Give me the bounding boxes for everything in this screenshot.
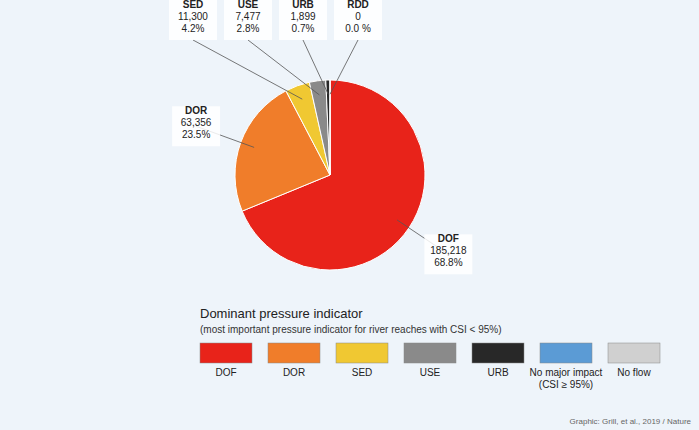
pie-slice — [309, 80, 330, 175]
label-background — [334, 0, 382, 40]
legend-label: USE — [420, 367, 441, 378]
slice-count: 185,218 — [430, 245, 467, 256]
slice-category: DOR — [185, 105, 208, 116]
slice-percentage: 0.0 % — [345, 23, 371, 34]
slice-label: SED11,3004.2% — [178, 0, 208, 34]
leader-line — [330, 40, 358, 94]
slice-percentage: 2.8% — [237, 23, 260, 34]
legend-label: URB — [487, 367, 508, 378]
legend-label: No major impact(CSI ≥ 95%) — [530, 367, 603, 390]
legend-label-line: DOR — [283, 367, 305, 378]
legend-label-line: URB — [487, 367, 508, 378]
slice-percentage: 23.5% — [182, 129, 210, 140]
label-background — [424, 234, 472, 274]
legend-label: DOF — [215, 367, 236, 378]
legend-label: DOR — [283, 367, 305, 378]
legend-label: No flow — [617, 367, 651, 378]
slice-count: 0 — [355, 11, 361, 22]
leader-line — [248, 40, 319, 95]
slice-label: RDD00.0 % — [345, 0, 371, 34]
legend-swatch — [608, 343, 660, 363]
slice-category: SED — [183, 0, 204, 10]
legend-label: SED — [352, 367, 373, 378]
chart: DOF185,21868.8%DOR63,35623.5%SED11,3004.… — [0, 0, 699, 430]
slice-percentage: 0.7% — [292, 23, 315, 34]
slice-category: DOF — [438, 233, 459, 244]
annotation: Graphic: Grill, et al., 2019 / Nature — [570, 417, 692, 426]
legend-subtitle: (most important pressure indicator for r… — [200, 324, 502, 335]
slice-count: 11,300 — [178, 11, 208, 22]
pie — [235, 80, 425, 270]
slice-count: 1,899 — [290, 11, 315, 22]
legend-label-line: No major impact — [530, 367, 603, 378]
legend-label-line: No flow — [617, 367, 651, 378]
slice-percentage: 68.8% — [434, 257, 462, 268]
legend-title: Dominant pressure indicator — [200, 306, 363, 321]
legend-label-line: (CSI ≥ 95%) — [539, 379, 593, 390]
pie-labels: DOF185,21868.8% DOR63,35623.5% SED11,3004.… — [169, 0, 472, 274]
legend-label-line: SED — [352, 367, 373, 378]
legend-swatch — [404, 343, 456, 363]
slice-label: URB1,8990.7% — [290, 0, 315, 34]
slice-label: DOR63,35623.5% — [181, 105, 212, 140]
legend-swatch — [540, 343, 592, 363]
label-background — [224, 0, 272, 40]
legend-swatch — [336, 343, 388, 363]
slice-category: RDD — [347, 0, 369, 10]
legend-label-line: USE — [420, 367, 441, 378]
slice-count: 7,477 — [235, 11, 260, 22]
leader-line — [303, 40, 328, 94]
slice-count: 63,356 — [181, 117, 212, 128]
label-background — [169, 0, 217, 40]
legend-swatch — [472, 343, 524, 363]
legend: Dominant pressure indicator (most importa… — [200, 306, 660, 390]
slice-label: USE7,4772.8% — [235, 0, 260, 34]
background — [0, 0, 699, 430]
slice-label: DOF185,21868.8% — [430, 233, 467, 268]
slice-category: URB — [292, 0, 314, 10]
slice-category: USE — [238, 0, 259, 10]
legend-label-line: DOF — [215, 367, 236, 378]
label-background — [279, 0, 327, 40]
slice-percentage: 4.2% — [182, 23, 205, 34]
label-background — [172, 106, 220, 146]
legend-swatch — [200, 343, 252, 363]
legend-swatch — [268, 343, 320, 363]
